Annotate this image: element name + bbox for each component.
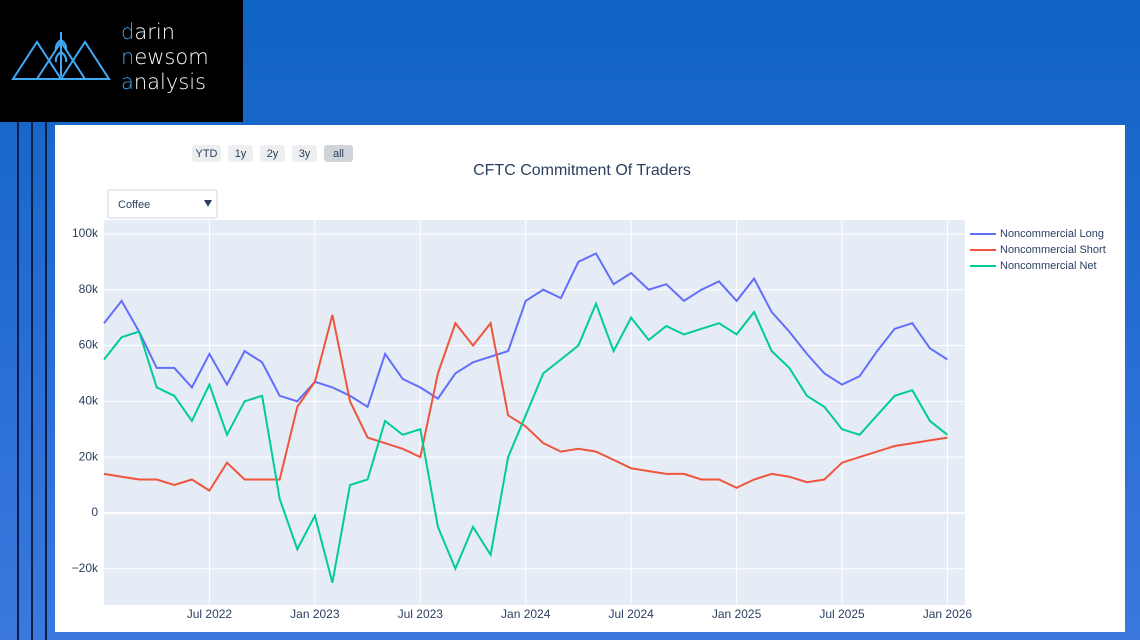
y-tick-label: 100k — [72, 226, 99, 240]
x-tick-label: Jul 2023 — [398, 607, 444, 621]
x-tick-label: Jan 2025 — [712, 607, 762, 621]
range-button-label[interactable]: 2y — [267, 148, 279, 160]
x-tick-label: Jan 2023 — [290, 607, 340, 621]
series-line — [103, 314, 948, 492]
dropdown-arrow[interactable] — [204, 200, 212, 207]
y-tick-label: 0 — [91, 505, 98, 519]
legend-label: Noncommercial Long — [1000, 228, 1104, 240]
dropdown-label[interactable]: Coffee — [118, 199, 150, 211]
y-tick-label: 60k — [79, 338, 99, 352]
range-button[interactable] — [292, 145, 317, 162]
dropdown-box[interactable] — [107, 189, 218, 219]
range-button[interactable] — [324, 145, 353, 162]
range-button[interactable] — [228, 145, 253, 162]
decor-line — [17, 122, 19, 640]
range-button[interactable] — [192, 145, 221, 162]
chart-title: CFTC Commitment Of Traders — [473, 162, 691, 179]
logo-icon — [11, 32, 111, 80]
logo-line: darin — [121, 20, 175, 44]
decor-line — [45, 122, 47, 640]
dropdown[interactable]: Coffee — [107, 189, 218, 219]
y-tick-label: 40k — [79, 394, 99, 408]
range-button-label[interactable]: YTD — [196, 148, 218, 160]
x-tick-label: Jul 2022 — [187, 607, 233, 621]
range-button-label[interactable]: 3y — [299, 148, 311, 160]
y-tick-label: 80k — [79, 282, 99, 296]
range-button-label[interactable]: 1y — [235, 148, 247, 160]
decor-line — [31, 122, 33, 640]
legend-label: Noncommercial Net — [1000, 260, 1097, 272]
x-tick-label: Jan 2024 — [501, 607, 551, 621]
plot-background — [104, 220, 965, 605]
x-tick-label: Jul 2024 — [608, 607, 654, 621]
logo-text: darin newsom analysis — [121, 20, 209, 95]
range-button[interactable] — [260, 145, 285, 162]
series-line — [103, 252, 948, 409]
x-tick-label: Jul 2025 — [819, 607, 865, 621]
y-tick-label: −20k — [72, 561, 99, 575]
range-button-label[interactable]: all — [333, 148, 344, 160]
logo-line: analysis — [121, 70, 207, 94]
legend-label: Noncommercial Short — [1000, 244, 1106, 256]
y-tick-label: 20k — [79, 449, 99, 463]
logo: darin newsom analysis — [0, 0, 243, 122]
x-tick-label: Jan 2026 — [923, 607, 973, 621]
series-line — [103, 300, 949, 583]
logo-line: newsom — [121, 45, 209, 69]
